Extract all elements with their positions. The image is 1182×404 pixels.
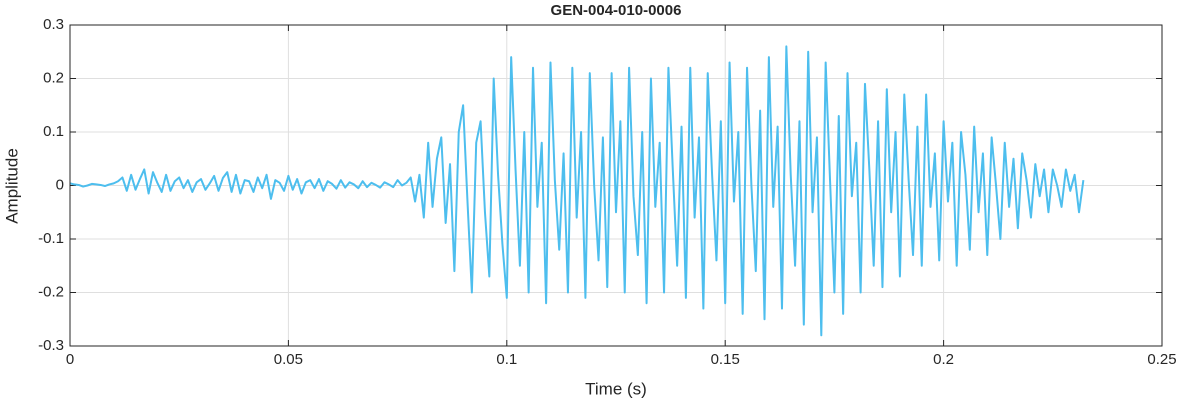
y-tick-label: 0.1 (43, 123, 64, 140)
y-tick-label: 0.2 (43, 69, 64, 86)
x-tick-label: 0 (66, 351, 74, 368)
plot-frame (69, 24, 1163, 347)
y-axis-label: Amplitude (2, 148, 21, 224)
x-tick-label: 0.25 (1147, 351, 1176, 368)
y-tick-label: -0.3 (38, 337, 64, 354)
x-tick-label: 0.1 (496, 351, 517, 368)
waveform-line (69, 45, 1085, 337)
chart-title: GEN-004-010-0006 (551, 2, 682, 19)
y-tick-label: 0.3 (43, 16, 64, 33)
x-axis-label: Time (s) (585, 379, 647, 398)
y-tick-label: -0.2 (38, 283, 64, 300)
x-tick-label: 0.2 (933, 351, 954, 368)
x-tick-label: 0.15 (711, 351, 740, 368)
x-tick-label: 0.05 (274, 351, 303, 368)
y-tick-label: -0.1 (38, 230, 64, 247)
y-tick-label: 0 (56, 176, 64, 193)
